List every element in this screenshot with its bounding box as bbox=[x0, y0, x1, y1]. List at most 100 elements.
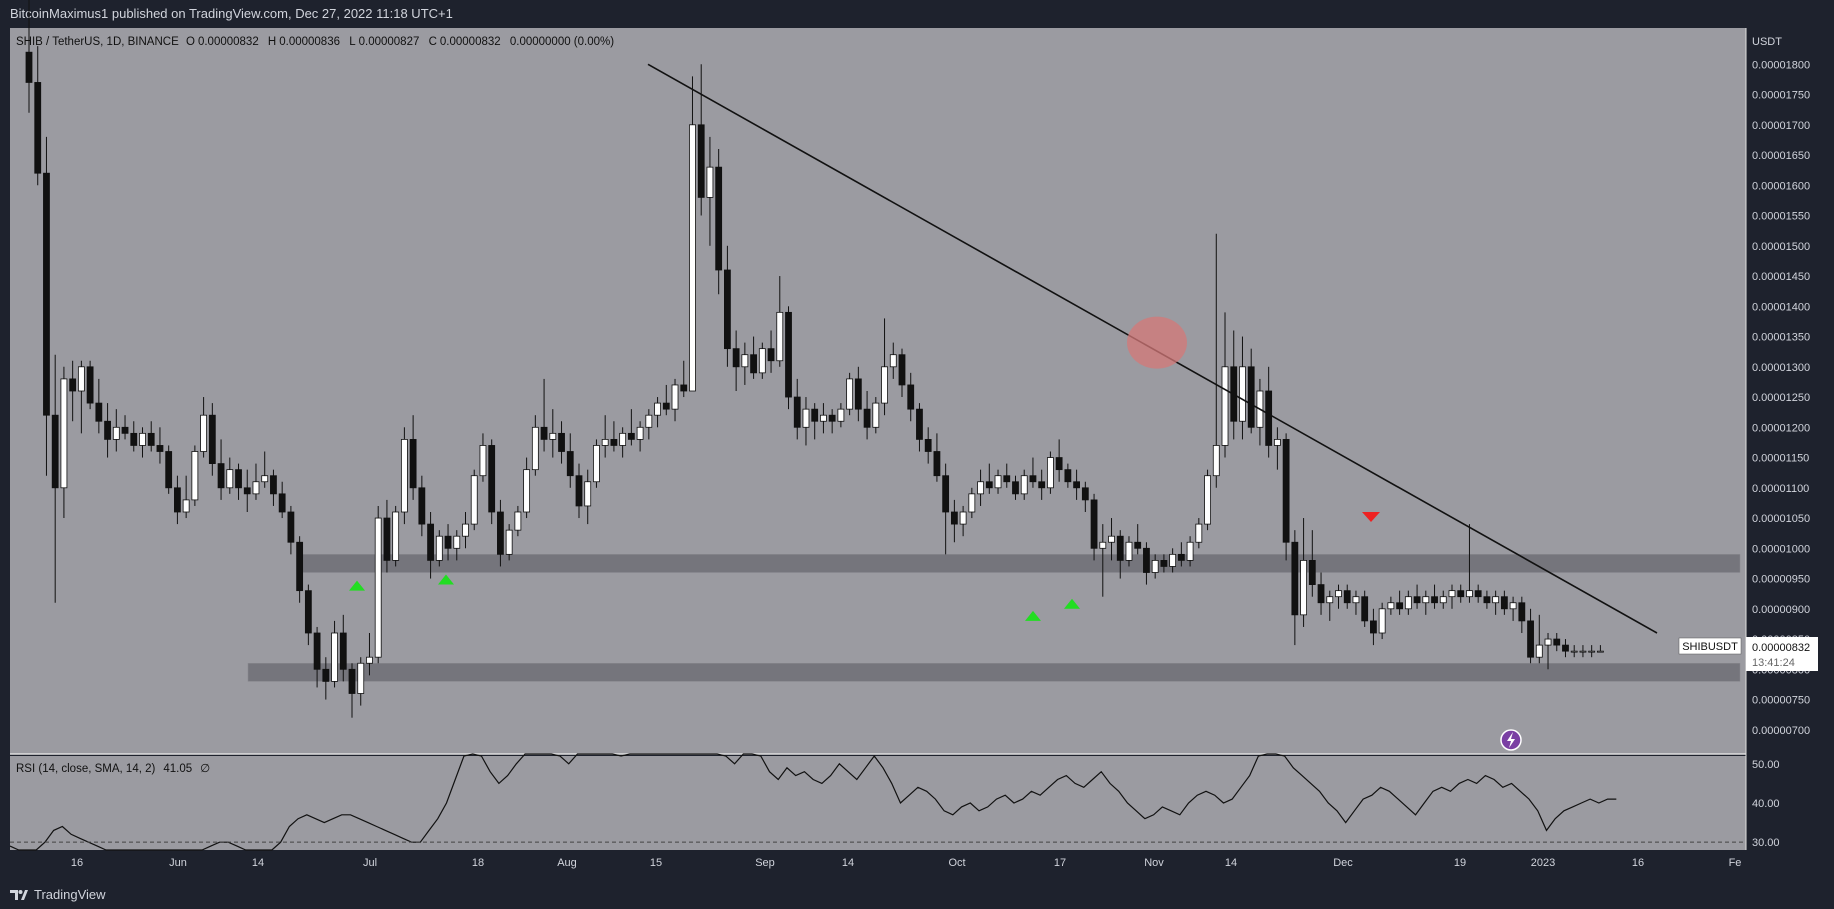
candle bbox=[1212, 233, 1220, 488]
rsi-pane[interactable] bbox=[10, 756, 1746, 850]
time-tick-label: Fe bbox=[1729, 857, 1742, 869]
candle-body bbox=[1492, 596, 1500, 604]
price-tick-label: 0.00000750 bbox=[1752, 695, 1810, 707]
rsi-legend: RSI (14, close, SMA, 14, 2) 41.05 ∅ bbox=[16, 763, 210, 775]
candle bbox=[435, 530, 443, 567]
time-tick-label: 14 bbox=[252, 857, 264, 869]
tradingview-logo-icon bbox=[10, 889, 28, 900]
candle-body bbox=[1038, 481, 1046, 489]
bar-countdown: 13:41:24 bbox=[1752, 657, 1795, 669]
tradingview-brand[interactable]: TradingView bbox=[10, 887, 106, 902]
candle bbox=[636, 421, 644, 452]
last-price-marker: SHIBUSDT 0.00000832 13:41:24 bbox=[1678, 637, 1818, 671]
candle-body bbox=[872, 402, 880, 428]
candle bbox=[409, 415, 417, 500]
price-tick-label: 0.00001500 bbox=[1752, 241, 1810, 253]
time-scale-area[interactable] bbox=[0, 850, 1834, 880]
candle bbox=[959, 505, 967, 537]
candle-body bbox=[418, 487, 426, 525]
candle-body bbox=[296, 541, 304, 592]
candle-body bbox=[1422, 596, 1430, 604]
candle-body bbox=[95, 402, 103, 422]
candle-body bbox=[636, 426, 644, 440]
candle bbox=[1186, 536, 1194, 567]
candle-body bbox=[680, 384, 688, 392]
candle-body bbox=[575, 475, 583, 507]
candle-body bbox=[112, 426, 120, 440]
candle bbox=[1012, 475, 1019, 500]
chart-canvas[interactable]: SHIB / TetherUS, 1D, BINANCE O 0.00000832… bbox=[0, 0, 1834, 880]
candle bbox=[348, 663, 356, 718]
candle bbox=[820, 403, 827, 434]
candle bbox=[1544, 633, 1552, 670]
candle-body bbox=[392, 511, 400, 561]
candle-body bbox=[1273, 438, 1281, 446]
candle-body bbox=[252, 481, 260, 495]
price-pane[interactable] bbox=[10, 28, 1746, 754]
candle bbox=[1466, 524, 1473, 603]
candle bbox=[1134, 524, 1142, 555]
price-tick-label: 0.00001400 bbox=[1752, 301, 1810, 313]
candle-body bbox=[1265, 390, 1273, 446]
candle-body bbox=[1597, 650, 1604, 653]
candle bbox=[1081, 481, 1089, 512]
alert-lightning-icon[interactable] bbox=[1500, 729, 1522, 751]
candle bbox=[540, 378, 548, 452]
candle bbox=[1387, 596, 1395, 615]
candle-body bbox=[1448, 590, 1456, 598]
candle bbox=[392, 505, 400, 567]
candle bbox=[767, 330, 775, 373]
candle-body bbox=[182, 499, 190, 513]
candle bbox=[1204, 469, 1211, 531]
candle bbox=[1500, 590, 1508, 615]
candle bbox=[147, 421, 155, 452]
candle-body bbox=[200, 414, 208, 452]
candle bbox=[1047, 451, 1054, 494]
candle-body bbox=[549, 432, 557, 440]
candle-body bbox=[1195, 523, 1203, 543]
candle bbox=[25, 0, 33, 113]
candle-body bbox=[1177, 553, 1185, 561]
candle bbox=[846, 372, 854, 416]
candle-body bbox=[165, 451, 173, 489]
candle bbox=[1396, 590, 1404, 615]
candle-body bbox=[1081, 487, 1089, 501]
candle bbox=[785, 306, 792, 410]
candle bbox=[497, 499, 504, 567]
candle bbox=[854, 366, 862, 422]
candle-body bbox=[1570, 650, 1578, 653]
candle bbox=[1125, 536, 1133, 567]
candle bbox=[383, 499, 391, 573]
candle bbox=[1300, 518, 1307, 627]
price-tick-label: 0.00001000 bbox=[1752, 543, 1810, 555]
candle bbox=[584, 469, 592, 525]
price-scale-area[interactable] bbox=[1748, 28, 1834, 850]
candle-body bbox=[1378, 608, 1386, 634]
candle bbox=[243, 469, 251, 512]
candle bbox=[549, 409, 557, 458]
candle bbox=[1562, 639, 1569, 658]
candle bbox=[619, 427, 627, 458]
candle-body bbox=[1335, 590, 1342, 598]
candle bbox=[1169, 548, 1177, 573]
candle bbox=[112, 409, 120, 452]
candle bbox=[261, 451, 269, 488]
candle-body bbox=[1535, 644, 1543, 658]
candle bbox=[627, 409, 635, 446]
candle bbox=[1422, 590, 1430, 615]
candle bbox=[741, 342, 749, 385]
candle-body bbox=[1186, 541, 1194, 561]
candle-body bbox=[25, 51, 33, 83]
candle-body bbox=[523, 469, 531, 513]
candle bbox=[689, 76, 696, 392]
candle bbox=[1151, 554, 1159, 579]
candle-body bbox=[1204, 475, 1211, 525]
candle bbox=[942, 463, 950, 555]
candle bbox=[514, 505, 522, 537]
candle-body bbox=[374, 517, 382, 658]
candle bbox=[1195, 518, 1203, 549]
price-tick-label: 0.00001650 bbox=[1752, 150, 1810, 162]
candle-body bbox=[104, 420, 111, 440]
buy-signal-arrow-icon bbox=[1064, 598, 1080, 609]
candle-body bbox=[1099, 541, 1107, 549]
